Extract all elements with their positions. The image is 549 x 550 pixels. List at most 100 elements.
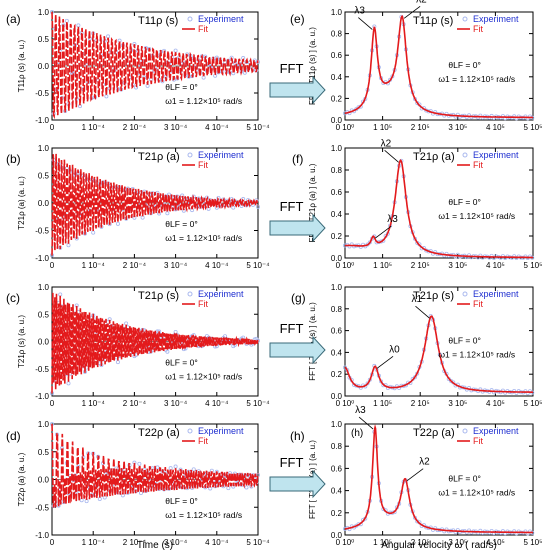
y-tick-label: 0.0 <box>331 392 343 401</box>
theta-annotation: θLF = 0° <box>165 357 197 367</box>
x-tick-label: 0 10⁰ <box>336 538 355 547</box>
experiment-point <box>255 59 260 64</box>
y-tick-label: 1.0 <box>331 8 343 17</box>
x-tick-label: 0 10⁰ <box>336 399 355 408</box>
x-tick-label: 3 10⁻⁴ <box>164 399 188 408</box>
legend-experiment-marker <box>462 16 468 22</box>
legend-fit-label: Fit <box>198 299 208 309</box>
y-tick-label: 0.2 <box>331 94 343 103</box>
x-tick-label: 5 10⁵ <box>524 261 543 270</box>
y-tick-label: 0.6 <box>331 327 343 336</box>
experiment-point <box>76 23 81 28</box>
legend-experiment-marker <box>462 152 468 158</box>
y-tick-label: -1.0 <box>35 392 49 401</box>
chart-panel-d: 0 1 10⁻⁴ 2 10⁻⁴ 3 10⁻⁴ 4 10⁻⁴ 5 10⁻⁴ -1.0 -0.5 0… <box>17 420 270 547</box>
theta-annotation: θLF = 0° <box>448 336 480 346</box>
x-tick-label: 2 10⁵ <box>411 123 430 132</box>
x-tick-label: 1 10⁻⁴ <box>82 538 106 547</box>
y-tick-label: 0.0 <box>38 476 50 485</box>
x-tick-label: 5 10⁵ <box>524 538 543 547</box>
legend-experiment-marker <box>187 428 193 434</box>
y-tick-label: 0.0 <box>38 338 50 347</box>
series-label: T21ρ (s) <box>413 290 454 302</box>
legend-experiment-marker <box>187 16 193 22</box>
y-tick-label: -0.5 <box>35 227 49 236</box>
y-tick-label: 0.8 <box>331 166 343 175</box>
y-tick-label: 0.4 <box>331 348 343 357</box>
x-tick-label: 0 10⁰ <box>336 123 355 132</box>
x-tick-label: 1 10⁻⁴ <box>82 123 106 132</box>
arrow-label: λ2 <box>419 457 430 468</box>
y-tick-label: -0.5 <box>35 503 49 512</box>
fft-arrow-shape <box>269 75 326 105</box>
y-tick-label: 0.5 <box>38 310 50 319</box>
experiment-point <box>64 18 69 23</box>
experiment-point <box>140 215 145 220</box>
arrow-pointer <box>403 6 421 19</box>
y-axis-label: FFT [ T21ρ (a) ] (a. u.) <box>308 163 317 242</box>
x-tick-label: 1 10⁵ <box>373 538 392 547</box>
y-tick-label: 0.0 <box>38 62 50 71</box>
arrow-pointer <box>384 150 399 163</box>
theta-annotation: θLF = 0° <box>448 197 480 207</box>
fft-arrow-shape <box>269 469 326 499</box>
experiment-point <box>58 292 63 297</box>
experiment-point <box>226 486 231 491</box>
experiment-point <box>165 349 170 354</box>
x-tick-label: 1 10⁻⁴ <box>82 399 106 408</box>
y-tick-label: -1.0 <box>35 116 49 125</box>
series-label: T22ρ (a) <box>413 427 455 439</box>
fft-arrow-shape <box>269 335 326 365</box>
omega-annotation: ω1 = 1.12×10⁵ rad/s <box>165 233 242 243</box>
x-tick-label: 5 10⁻⁴ <box>246 123 270 132</box>
theta-annotation: θLF = 0° <box>448 60 480 70</box>
x-tick-label: 2 10⁵ <box>411 261 430 270</box>
legend-experiment-marker <box>462 291 468 297</box>
x-tick-label: 5 10⁵ <box>524 399 543 408</box>
legend-fit-label: Fit <box>473 299 483 309</box>
fft-arrow-label: FFT <box>280 61 304 76</box>
fit-line <box>51 11 259 120</box>
arrow-label: λ2 <box>416 0 427 5</box>
x-tick-label: 2 10⁵ <box>411 538 430 547</box>
y-tick-label: 0.8 <box>331 442 343 451</box>
y-tick-label: 0.0 <box>331 531 343 540</box>
plot-frame <box>344 11 534 121</box>
series-label: T11ρ (s) <box>138 15 178 27</box>
experiment-point <box>201 75 206 80</box>
x-tick-label: 0 10⁰ <box>336 261 355 270</box>
theta-annotation: θLF = 0° <box>165 82 197 92</box>
fft-arrow-label: FFT <box>280 199 304 214</box>
y-tick-label: 0.5 <box>38 448 50 457</box>
experiment-point <box>124 321 129 326</box>
fft-arrow-label: FFT <box>280 321 304 336</box>
fft-arrow: FFT <box>269 321 326 365</box>
y-tick-label: 1.0 <box>331 420 343 429</box>
theta-annotation: θLF = 0° <box>448 474 480 484</box>
experiment-point <box>244 485 249 490</box>
series-label: T11ρ (s) <box>413 15 453 27</box>
arrow-pointer <box>358 416 374 430</box>
x-tick-label: 4 10⁻⁴ <box>205 261 229 270</box>
legend-experiment-label: Experiment <box>198 150 244 160</box>
y-tick-label: 1.0 <box>38 420 50 429</box>
legend-fit-label: Fit <box>198 436 208 446</box>
experiment-point <box>84 499 89 504</box>
x-tick-label: 5 10⁵ <box>524 123 543 132</box>
y-axis-label: T21ρ (s) (a. u.) <box>17 315 26 368</box>
y-tick-label: -1.0 <box>35 531 49 540</box>
y-tick-label: 0.2 <box>331 509 343 518</box>
experiment-point <box>173 48 178 53</box>
x-tick-label: 2 10⁻⁴ <box>123 399 147 408</box>
legend-fit-label: Fit <box>473 436 483 446</box>
x-tick-label: 3 10⁻⁴ <box>164 123 188 132</box>
x-tick-label: 4 10⁻⁴ <box>205 123 229 132</box>
y-axis-label: T11ρ (s) (a. u.) <box>17 39 26 92</box>
experiment-point <box>79 498 84 503</box>
y-tick-label: 1.0 <box>331 283 343 292</box>
series-label: T21ρ (s) <box>138 290 179 302</box>
chart-panel-g: 0 10⁰ 1 10⁵ 2 10⁵ 3 10⁵ 4 10⁵ 5 10⁵ 0.0 0.2 0.4 0… <box>308 283 542 408</box>
arrow-label: λ0 <box>389 344 400 355</box>
x-tick-label: 3 10⁵ <box>448 538 467 547</box>
panel-tag: (c) <box>6 291 20 305</box>
